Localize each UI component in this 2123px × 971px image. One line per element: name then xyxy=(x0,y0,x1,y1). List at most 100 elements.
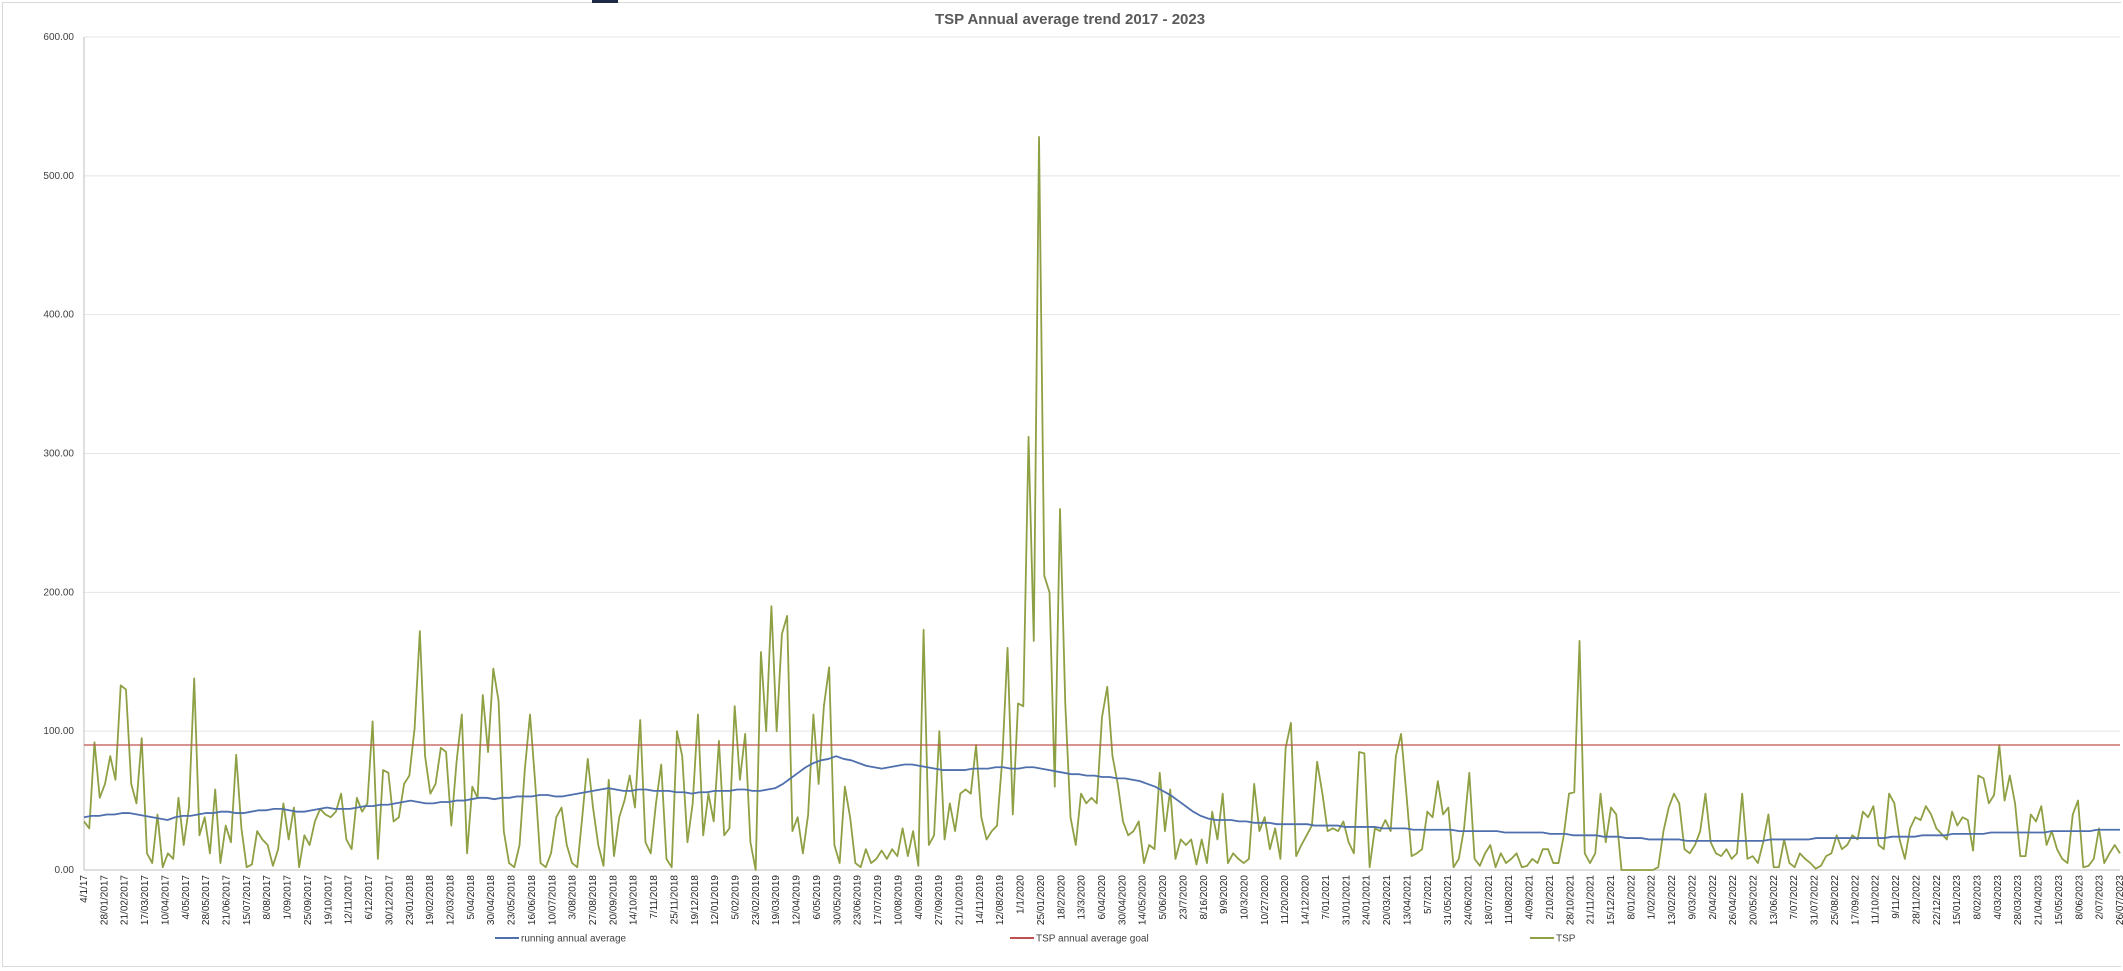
x-tick-label: 18/07/2021 xyxy=(1484,875,1495,925)
x-tick-label: 9/9/2020 xyxy=(1219,875,1230,914)
x-tick-label: 9/11/2022 xyxy=(1891,875,1902,919)
x-tick-label: 30/12/2017 xyxy=(384,875,395,925)
x-tick-label: 12/03/2018 xyxy=(445,875,456,925)
x-tick-label: 19/02/2018 xyxy=(425,875,436,925)
x-tick-label: 7/07/2022 xyxy=(1789,875,1800,920)
x-tick-label: 2/07/2023 xyxy=(2095,875,2106,920)
x-tick-label: 13/06/2022 xyxy=(1769,875,1780,925)
chart-title: TSP Annual average trend 2017 - 2023 xyxy=(935,11,1205,28)
gridlines xyxy=(83,36,2120,871)
x-tick-label: 13/02/2022 xyxy=(1667,875,1678,925)
x-tick-label: 11/10/2022 xyxy=(1871,875,1882,925)
x-tick-label: 4/09/2019 xyxy=(914,875,925,920)
x-tick-label: 10/08/2019 xyxy=(893,875,904,925)
x-tick-label: 21/04/2023 xyxy=(2034,875,2045,925)
x-tick-label: 6/04/2020 xyxy=(1097,875,1108,920)
x-tick-label: 31/07/2022 xyxy=(1810,875,1821,925)
x-tick-label: 21/11/2021 xyxy=(1586,875,1597,925)
x-tick-label: 28/03/2023 xyxy=(2013,875,2024,925)
x-tick-label: 10/3/2020 xyxy=(1240,875,1251,920)
x-tick-label: 18/2/2020 xyxy=(1056,875,1067,920)
x-tick-label: 30/04/2018 xyxy=(486,875,497,925)
x-tick-label: 28/01/2017 xyxy=(99,875,110,925)
y-tick-label: 200.00 xyxy=(43,587,74,598)
x-tick-label: 8/01/2022 xyxy=(1626,875,1637,920)
x-tick-label: 11/08/2021 xyxy=(1504,875,1515,925)
x-tick-label: 30/04/2020 xyxy=(1117,875,1128,925)
x-tick-label: 25/09/2017 xyxy=(303,875,314,925)
x-tick-label: 8/02/2023 xyxy=(1972,875,1983,920)
series-line-tsp xyxy=(83,136,2121,871)
x-tick-label: 10/07/2018 xyxy=(547,875,558,925)
x-tick-label: 17/03/2017 xyxy=(140,875,151,925)
x-axis-ticks: 4/1/17 28/01/2017 21/02/2017 17/03/2017 10/0… xyxy=(79,875,2123,925)
x-tick-label: 9/03/2022 xyxy=(1687,875,1698,920)
x-tick-label: 21/06/2017 xyxy=(222,875,233,925)
series-lines xyxy=(83,136,2121,871)
x-tick-label: 15/01/2023 xyxy=(1952,875,1963,925)
x-tick-label: 4/09/2021 xyxy=(1525,875,1536,920)
x-tick-label: 11/20/2020 xyxy=(1280,875,1291,925)
y-axis-ticks: 0.00 100.00 200.00 300.00 400.00 500.00 600.00 xyxy=(43,32,74,876)
x-tick-label: 15/12/2021 xyxy=(1606,875,1617,925)
y-tick-label: 400.00 xyxy=(43,310,74,321)
x-tick-label: 1/02/2022 xyxy=(1647,875,1658,920)
x-tick-label: 24/01/2021 xyxy=(1362,875,1373,925)
x-tick-label: 23/02/2019 xyxy=(751,875,762,925)
x-tick-label: 14/12/2020 xyxy=(1301,875,1312,925)
x-tick-label: 15/05/2023 xyxy=(2054,875,2065,925)
x-tick-label: 23/01/2018 xyxy=(405,875,416,925)
x-tick-label: 6/05/2019 xyxy=(812,875,823,920)
x-tick-label: 5/02/2019 xyxy=(731,875,742,920)
y-tick-label: 0.00 xyxy=(55,865,75,876)
y-tick-label: 300.00 xyxy=(43,449,74,460)
x-tick-label: 19/12/2018 xyxy=(690,875,701,925)
x-tick-label: 25/01/2020 xyxy=(1036,875,1047,925)
x-tick-label: 27/08/2018 xyxy=(588,875,599,925)
x-tick-label: 23/7/2020 xyxy=(1178,875,1189,920)
x-tick-label: 12/08/2019 xyxy=(995,875,1006,925)
x-tick-label: 26/07/2023 xyxy=(2115,875,2123,925)
x-tick-label: 8/16/2020 xyxy=(1199,875,1210,920)
x-tick-label: 20/09/2018 xyxy=(608,875,619,925)
x-tick-label: 24/06/2021 xyxy=(1463,875,1474,925)
x-tick-label: 7/01/2021 xyxy=(1321,875,1332,920)
x-tick-label: 8/06/2023 xyxy=(2074,875,2085,920)
x-tick-label: 4/1/17 xyxy=(79,875,90,903)
x-tick-label: 16/06/2018 xyxy=(527,875,538,925)
x-tick-label: 17/07/2019 xyxy=(873,875,884,925)
x-tick-label: 5/04/2018 xyxy=(466,875,477,920)
x-tick-label: 15/07/2017 xyxy=(242,875,253,925)
x-tick-label: 2/10/2021 xyxy=(1545,875,1556,920)
x-tick-label: 19/03/2019 xyxy=(771,875,782,925)
x-tick-label: 4/05/2017 xyxy=(181,875,192,920)
x-tick-label: 21/10/2019 xyxy=(954,875,965,925)
x-tick-label: 4/03/2023 xyxy=(1993,875,2004,920)
x-tick-label: 28/11/2022 xyxy=(1911,875,1922,925)
x-tick-label: 27/09/2019 xyxy=(934,875,945,925)
x-tick-label: 28/05/2017 xyxy=(201,875,212,925)
x-tick-label: 20/03/2021 xyxy=(1382,875,1393,925)
x-tick-label: 14/10/2018 xyxy=(629,875,640,925)
x-tick-label: 2/04/2022 xyxy=(1708,875,1719,920)
x-tick-label: 1/1/2020 xyxy=(1016,875,1027,914)
x-tick-label: 12/01/2019 xyxy=(710,875,721,925)
x-tick-label: 22/12/2022 xyxy=(1932,875,1943,925)
legend: running annual average TSP annual average… xyxy=(495,934,1576,945)
x-tick-label: 12/11/2017 xyxy=(344,875,355,925)
x-tick-label: 23/06/2019 xyxy=(853,875,864,925)
x-tick-label: 28/10/2021 xyxy=(1565,875,1576,925)
x-tick-label: 21/02/2017 xyxy=(120,875,131,925)
x-tick-label: 5/06/2020 xyxy=(1158,875,1169,920)
top-window-marker xyxy=(592,0,618,3)
y-tick-label: 500.00 xyxy=(43,171,74,182)
x-tick-label: 3/08/2018 xyxy=(568,875,579,920)
x-tick-label: 23/05/2018 xyxy=(507,875,518,925)
legend-label: TSP xyxy=(1556,934,1576,945)
x-tick-label: 6/12/2017 xyxy=(364,875,375,920)
legend-label: TSP annual average goal xyxy=(1036,934,1149,945)
x-tick-label: 8/08/2017 xyxy=(262,875,273,920)
x-tick-label: 26/04/2022 xyxy=(1728,875,1739,925)
y-tick-label: 600.00 xyxy=(43,32,74,43)
